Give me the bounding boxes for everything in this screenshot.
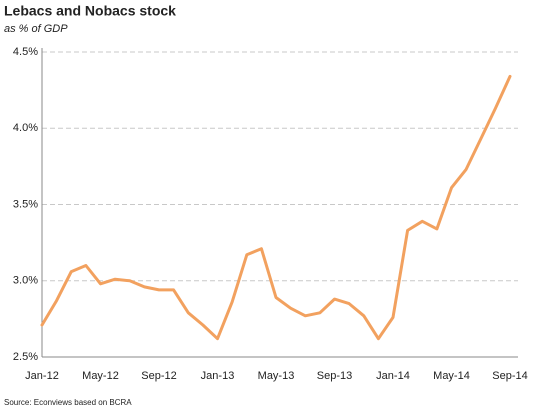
- source-note: Source: Econviews based on BCRA: [4, 398, 132, 407]
- x-tick-label: Sep-12: [141, 370, 176, 382]
- x-tick-label: May-13: [258, 370, 295, 382]
- y-tick-label: 4.5%: [13, 46, 38, 58]
- x-tick-label: May-14: [433, 370, 470, 382]
- x-tick-label: Jan-12: [25, 370, 59, 382]
- y-tick-label: 3.5%: [13, 198, 38, 210]
- x-tick-label: May-12: [82, 370, 119, 382]
- x-tick-label: Jan-13: [201, 370, 235, 382]
- x-tick-label: Jan-14: [376, 370, 410, 382]
- y-tick-label: 3.0%: [13, 275, 38, 287]
- x-tick-label: Sep-13: [317, 370, 352, 382]
- chart-title: Lebacs and Nobacs stock: [4, 3, 176, 19]
- y-tick-label: 2.5%: [13, 351, 38, 363]
- y-tick-label: 4.0%: [13, 122, 38, 134]
- data-line: [40, 74, 512, 341]
- chart-subtitle: as % of GDP: [4, 23, 68, 35]
- x-tick-label: Sep-14: [492, 370, 527, 382]
